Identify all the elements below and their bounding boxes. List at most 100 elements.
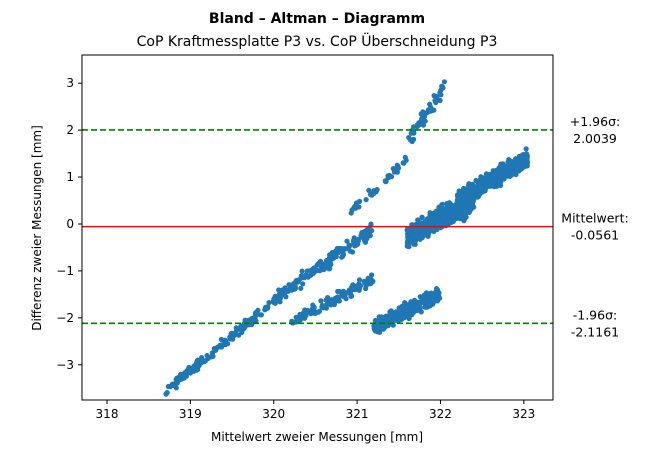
data-point [311,310,317,316]
x-tick-label: 323 [512,407,535,421]
data-point [298,273,304,279]
data-point [493,167,500,173]
data-point [441,79,447,85]
data-point [439,83,445,89]
data-point [434,209,440,216]
data-point [327,266,333,272]
reference-annotations: Mittelwert: -0.0561 +1.96σ: 2.0039 -1.96σ: -2… [561,114,628,339]
data-point [407,313,413,319]
y-tick-label: 3 [66,76,74,90]
data-point [335,249,341,256]
y-tick-label: −2 [56,311,74,325]
data-point [411,124,417,130]
data-point [424,304,430,310]
data-point [229,334,235,340]
data-point [408,229,415,235]
data-point [456,199,462,205]
data-point [238,324,244,331]
data-point [266,300,272,306]
data-point [340,252,346,258]
data-point [524,157,530,164]
data-point [441,214,447,221]
y-tick-label: 2 [66,123,74,137]
data-point [437,90,443,96]
x-tick-label: 322 [429,407,452,421]
data-point [457,214,463,220]
data-point [323,297,329,303]
data-point [185,367,191,373]
data-point [326,256,332,262]
x-axis-ticks: 318 319 320 321 322 323 [96,400,535,421]
chart-title: Bland – Altman – Diagramm [209,11,425,27]
data-point [417,235,423,241]
data-point [366,187,372,193]
data-point [165,383,171,390]
data-point [283,289,289,295]
data-point [461,209,467,215]
data-point [391,169,397,175]
data-point [381,314,387,320]
data-point [263,305,270,311]
data-point [343,246,349,252]
x-axis-label: Mittelwert zweier Messungen [mm] [211,430,423,444]
data-point [295,316,301,322]
data-point [163,391,169,397]
data-point [409,130,415,136]
data-point [436,204,442,210]
data-point [491,182,497,188]
data-point [258,312,264,318]
data-point [446,213,452,219]
x-tick-label: 321 [346,407,369,421]
data-point [414,304,420,310]
data-point [310,270,316,276]
data-point [355,236,362,242]
data-point [483,179,489,185]
data-point [242,324,248,330]
data-point [210,353,216,359]
data-point [418,309,424,315]
data-point [412,233,418,239]
data-points [163,79,531,397]
data-point [193,363,199,369]
data-point [389,314,395,320]
data-point [385,173,391,180]
data-point [406,304,412,310]
data-point [472,191,478,197]
data-point [413,221,419,227]
mean-label: Mittelwert: [561,211,628,226]
y-axis-label: Differenz zweier Messungen [mm] [30,125,44,331]
data-point [358,232,364,238]
y-tick-label: 1 [66,170,74,184]
data-point [299,268,305,274]
data-point [369,272,375,278]
data-point [310,302,316,308]
data-point [499,166,505,172]
data-point [393,309,399,315]
data-point [335,288,341,295]
data-point [437,97,443,104]
data-point [445,220,452,226]
y-tick-label: −3 [56,358,74,372]
upper-loa-label: +1.96σ: [570,114,620,129]
data-point [394,162,400,168]
data-point [363,286,369,292]
data-point [465,189,471,195]
lower-loa-label: -1.96σ: [573,307,617,322]
data-point [204,352,210,359]
data-point [350,282,356,288]
data-point [434,215,440,221]
data-point [433,291,439,297]
data-point [402,154,408,160]
lower-loa-value: -2.1161 [571,324,619,339]
data-point [277,299,283,305]
data-point [287,286,293,292]
data-point [361,279,368,285]
data-point [292,280,298,286]
x-tick-label: 319 [179,407,202,421]
data-point [276,287,282,293]
reference-lines [82,129,553,325]
data-point [356,277,363,283]
data-point [199,357,205,363]
data-point [278,291,284,297]
